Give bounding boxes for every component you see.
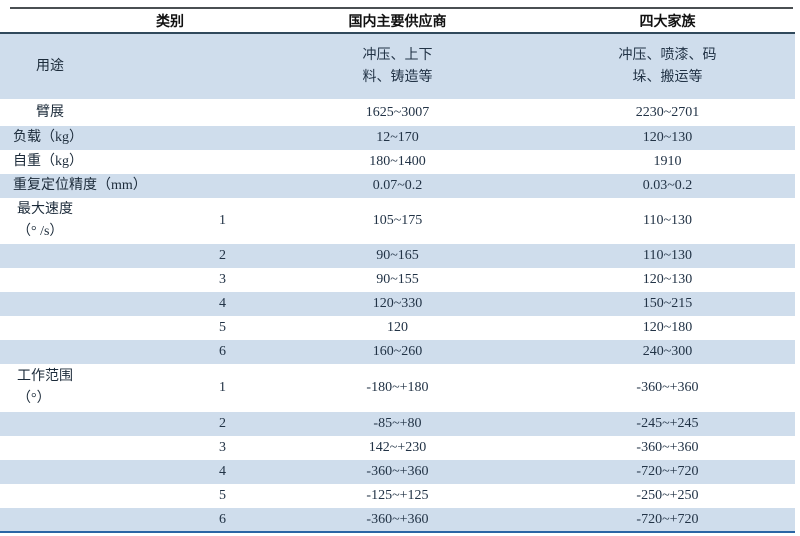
- bigfour-value: -720~+720: [540, 508, 795, 533]
- domestic-value: 90~165: [255, 244, 540, 268]
- row-maxspeed-axis5: 5 120 120~180: [0, 316, 795, 340]
- domestic-value: 0.07~0.2: [255, 174, 540, 198]
- row-label: [0, 244, 190, 268]
- axis-number: 3: [190, 436, 255, 460]
- robot-comparison-table: 类别 国内主要供应商 四大家族 用途 冲压、上下 料、铸造等 冲压、喷漆、码 垛…: [0, 9, 795, 533]
- bigfour-value: 120~180: [540, 316, 795, 340]
- domestic-value: 120: [255, 316, 540, 340]
- axis-number: 1: [190, 364, 255, 412]
- row-label: [0, 508, 190, 533]
- row-label: [0, 484, 190, 508]
- column-header-category: 类别: [0, 9, 255, 34]
- bigfour-value: 110~130: [540, 244, 795, 268]
- bigfour-value: -720~+720: [540, 460, 795, 484]
- axis-number: 5: [190, 484, 255, 508]
- column-header-bigfour: 四大家族: [540, 9, 795, 34]
- axis-number: [190, 150, 255, 174]
- domestic-value: 90~155: [255, 268, 540, 292]
- row-workrange-axis6: 6 -360~+360 -720~+720: [0, 508, 795, 533]
- bigfour-value: 120~130: [540, 268, 795, 292]
- row-label: 负载（kg）: [0, 126, 190, 150]
- row-armspan: 臂展 1625~3007 2230~2701: [0, 99, 795, 126]
- row-label: 重复定位精度（mm）: [0, 174, 190, 198]
- top-rule: [10, 7, 793, 9]
- axis-number: [190, 174, 255, 198]
- row-label: [0, 460, 190, 484]
- row-maxspeed-axis2: 2 90~165 110~130: [0, 244, 795, 268]
- axis-number: 4: [190, 292, 255, 316]
- axis-number: 3: [190, 268, 255, 292]
- row-label: [0, 268, 190, 292]
- row-maxspeed-axis6: 6 160~260 240~300: [0, 340, 795, 364]
- bigfour-value: -250~+250: [540, 484, 795, 508]
- row-workrange-axis1: 工作范围 （°） 1 -180~+180 -360~+360: [0, 364, 795, 412]
- bigfour-value: 2230~2701: [540, 99, 795, 126]
- axis-number: 5: [190, 316, 255, 340]
- domestic-value: 冲压、上下 料、铸造等: [255, 33, 540, 99]
- axis-number: 6: [190, 508, 255, 533]
- domestic-value: -360~+360: [255, 508, 540, 533]
- row-weight: 自重（kg） 180~1400 1910: [0, 150, 795, 174]
- row-maxspeed-axis1: 最大速度 （° /s） 1 105~175 110~130: [0, 198, 795, 244]
- row-label: [0, 292, 190, 316]
- domestic-value: 12~170: [255, 126, 540, 150]
- bigfour-value: 240~300: [540, 340, 795, 364]
- row-workrange-axis2: 2 -85~+80 -245~+245: [0, 412, 795, 436]
- domestic-value: -125~+125: [255, 484, 540, 508]
- column-header-domestic: 国内主要供应商: [255, 9, 540, 34]
- row-label: 工作范围 （°）: [0, 364, 190, 412]
- axis-number: 2: [190, 412, 255, 436]
- row-repeatability: 重复定位精度（mm） 0.07~0.2 0.03~0.2: [0, 174, 795, 198]
- domestic-value: 142~+230: [255, 436, 540, 460]
- row-label: [0, 340, 190, 364]
- axis-number: [190, 126, 255, 150]
- bigfour-value: -360~+360: [540, 364, 795, 412]
- bigfour-value: 1910: [540, 150, 795, 174]
- domestic-value: -180~+180: [255, 364, 540, 412]
- row-maxspeed-axis4: 4 120~330 150~215: [0, 292, 795, 316]
- row-label: [0, 436, 190, 460]
- row-label: 最大速度 （° /s）: [0, 198, 190, 244]
- row-workrange-axis5: 5 -125~+125 -250~+250: [0, 484, 795, 508]
- bigfour-value: 冲压、喷漆、码 垛、搬运等: [540, 33, 795, 99]
- row-label: 臂展: [0, 99, 190, 126]
- axis-number: [190, 33, 255, 99]
- domestic-value: -360~+360: [255, 460, 540, 484]
- axis-number: 2: [190, 244, 255, 268]
- domestic-value: 120~330: [255, 292, 540, 316]
- row-label: 自重（kg）: [0, 150, 190, 174]
- axis-number: 4: [190, 460, 255, 484]
- axis-number: 1: [190, 198, 255, 244]
- domestic-value: 160~260: [255, 340, 540, 364]
- bigfour-value: -360~+360: [540, 436, 795, 460]
- row-workrange-axis4: 4 -360~+360 -720~+720: [0, 460, 795, 484]
- axis-number: 6: [190, 340, 255, 364]
- row-label: [0, 412, 190, 436]
- domestic-value: 105~175: [255, 198, 540, 244]
- domestic-value: -85~+80: [255, 412, 540, 436]
- domestic-value: 180~1400: [255, 150, 540, 174]
- bigfour-value: 0.03~0.2: [540, 174, 795, 198]
- bigfour-value: 120~130: [540, 126, 795, 150]
- row-usage: 用途 冲压、上下 料、铸造等 冲压、喷漆、码 垛、搬运等: [0, 33, 795, 99]
- row-maxspeed-axis3: 3 90~155 120~130: [0, 268, 795, 292]
- row-workrange-axis3: 3 142~+230 -360~+360: [0, 436, 795, 460]
- header-row: 类别 国内主要供应商 四大家族: [0, 9, 795, 34]
- bigfour-value: -245~+245: [540, 412, 795, 436]
- axis-number: [190, 99, 255, 126]
- row-label: [0, 316, 190, 340]
- domestic-value: 1625~3007: [255, 99, 540, 126]
- bigfour-value: 110~130: [540, 198, 795, 244]
- row-payload: 负载（kg） 12~170 120~130: [0, 126, 795, 150]
- row-label: 用途: [0, 33, 190, 99]
- bigfour-value: 150~215: [540, 292, 795, 316]
